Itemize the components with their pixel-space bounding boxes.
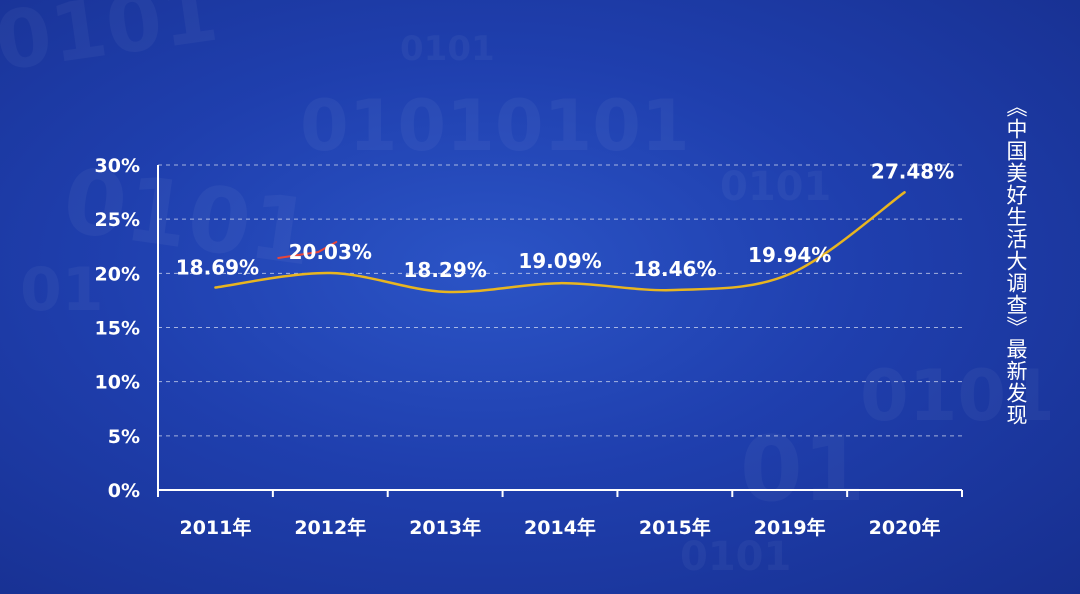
y-tick-label: 30% (95, 155, 140, 177)
data-label: 27.48% (871, 159, 954, 183)
data-labels: 18.69% 20.03% 18.29% 19.09% 18.46% 19.94% 27.4… (176, 159, 954, 282)
side-caption: 《中国美好生活大调查》最新发现 (1004, 96, 1028, 426)
y-tick-label: 25% (95, 209, 140, 231)
x-tick-label: 2012年 (294, 516, 366, 539)
y-tick-label: 15% (95, 318, 140, 340)
x-tick-label: 2014年 (524, 516, 596, 539)
y-tick-label: 5% (108, 426, 140, 448)
data-label: 18.29% (403, 258, 486, 282)
x-tick-label: 2019年 (754, 516, 826, 539)
x-tick-label: 2020年 (869, 516, 941, 539)
series-line (214, 191, 906, 294)
x-tick-label: 2013年 (409, 516, 481, 539)
x-axis-ticks: 2011年 2012年 2013年 2014年 2015年 2019年 2020年 (179, 516, 940, 539)
data-label: 20.03% (289, 240, 372, 264)
y-axis-ticks: 0% 5% 10% 15% 20% 25% 30% (95, 155, 140, 502)
chart-axes (157, 165, 963, 497)
y-tick-label: 20% (95, 263, 140, 285)
accent-stroke (277, 241, 338, 260)
data-label: 18.69% (176, 256, 259, 280)
y-tick-label: 10% (95, 372, 140, 394)
x-tick-label: 2011年 (179, 516, 251, 539)
data-label: 19.94% (748, 243, 831, 267)
data-label: 18.46% (633, 257, 716, 281)
x-tick-label: 2015年 (639, 516, 711, 539)
y-tick-label: 0% (108, 480, 140, 502)
data-label: 19.09% (518, 249, 601, 273)
series-line-group (214, 191, 906, 294)
chart-gridlines (158, 164, 962, 437)
